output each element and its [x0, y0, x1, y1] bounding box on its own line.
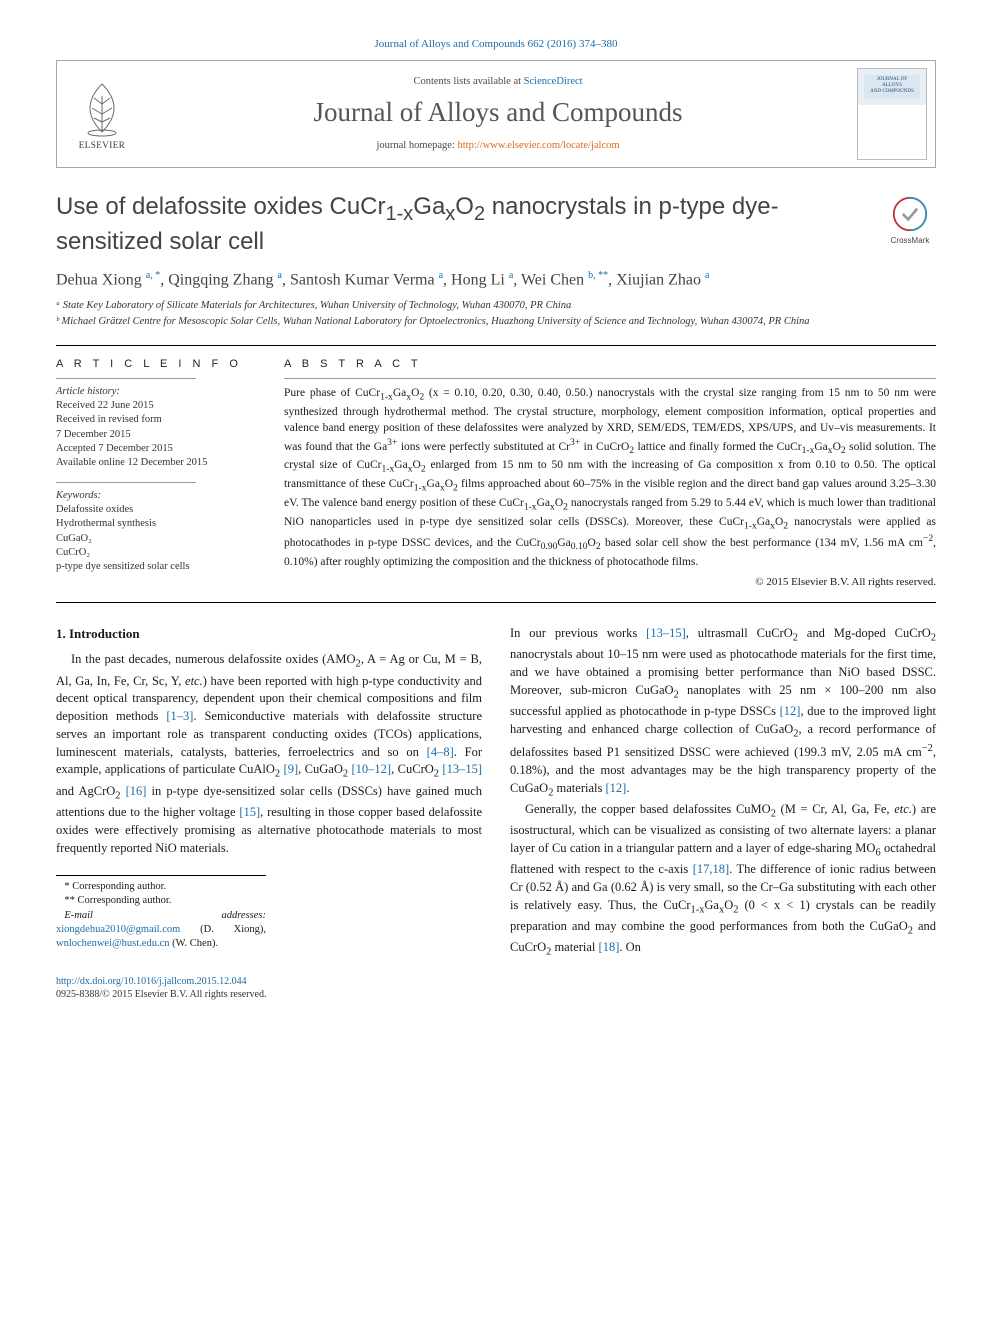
body-paragraph: Generally, the copper based delafossites… — [510, 801, 936, 961]
keyword: CuCrO₂ — [56, 546, 256, 560]
doi-link[interactable]: http://dx.doi.org/10.1016/j.jallcom.2015… — [56, 976, 247, 987]
crossmark-badge[interactable]: CrossMark — [884, 196, 936, 245]
keyword: Delafossite oxides — [56, 503, 256, 517]
abstract-heading: A B S T R A C T — [284, 358, 936, 370]
footnote: * Corresponding author. — [56, 880, 266, 894]
abstract-text: Pure phase of CuCr1-xGaxO2 (x = 0.10, 0.… — [284, 385, 936, 570]
abstract-subrule — [284, 378, 936, 379]
journal-cover-thumbnail — [857, 68, 927, 160]
email-link[interactable]: wnlochenwei@hust.edu.cn — [56, 938, 169, 949]
footnote: ** Corresponding author. — [56, 894, 266, 908]
affiliation-b: ᵇ Michael Grätzel Centre for Mesoscopic … — [56, 315, 936, 329]
elsevier-wordmark: ELSEVIER — [79, 140, 126, 150]
horizontal-rule — [56, 345, 936, 346]
history-line: 7 December 2015 — [56, 428, 256, 442]
abstract-column: A B S T R A C T Pure phase of CuCr1-xGax… — [284, 358, 936, 588]
emails-label: E-mail addresses: — [64, 910, 266, 921]
email-link[interactable]: xiongdehua2010@gmail.com — [56, 924, 180, 935]
crossmark-label: CrossMark — [884, 236, 936, 245]
sciencedirect-link[interactable]: ScienceDirect — [524, 76, 583, 87]
article-body: 1. Introduction In the past decades, num… — [56, 625, 936, 961]
homepage-prefix: journal homepage: — [376, 140, 457, 151]
journal-homepage-link[interactable]: http://www.elsevier.com/locate/jalcom — [458, 140, 620, 151]
authors-line: Dehua Xiong a, *, Qingqing Zhang a, Sant… — [56, 269, 936, 291]
keywords-label: Keywords: — [56, 489, 256, 503]
affiliation-a: ᵃ State Key Laboratory of Silicate Mater… — [56, 299, 936, 313]
journal-header-box: ELSEVIER Contents lists available at Sci… — [56, 60, 936, 168]
contents-available-line: Contents lists available at ScienceDirec… — [151, 76, 845, 87]
keyword: p-type dye sensitized solar cells — [56, 560, 256, 574]
journal-homepage-line: journal homepage: http://www.elsevier.co… — [151, 140, 845, 151]
keyword: Hydrothermal synthesis — [56, 517, 256, 531]
section-heading: 1. Introduction — [56, 625, 482, 643]
article-title: Use of delafossite oxides CuCr1-xGaxO2 n… — [56, 192, 864, 257]
journal-name: Journal of Alloys and Compounds — [151, 97, 845, 128]
keyword: CuGaO₂ — [56, 532, 256, 546]
abstract-copyright: © 2015 Elsevier B.V. All rights reserved… — [284, 576, 936, 588]
crossmark-icon — [892, 196, 928, 232]
info-subrule — [56, 378, 196, 379]
email-name: (D. Xiong), — [200, 924, 266, 935]
footnotes-block: * Corresponding author. ** Corresponding… — [56, 875, 266, 951]
article-info-heading: A R T I C L E I N F O — [56, 358, 256, 370]
info-subrule — [56, 482, 196, 483]
horizontal-rule — [56, 602, 936, 603]
article-history-block: Article history: Received 22 June 2015 R… — [56, 385, 256, 470]
article-info-column: A R T I C L E I N F O Article history: R… — [56, 358, 256, 588]
history-line: Received 22 June 2015 — [56, 399, 256, 413]
history-line: Accepted 7 December 2015 — [56, 442, 256, 456]
history-line: Received in revised form — [56, 413, 256, 427]
keywords-block: Keywords: Delafossite oxides Hydrotherma… — [56, 489, 256, 574]
issn-copyright-line: 0925-8388/© 2015 Elsevier B.V. All right… — [56, 989, 266, 1000]
top-citation: Journal of Alloys and Compounds 662 (201… — [56, 38, 936, 50]
page-footer: http://dx.doi.org/10.1016/j.jallcom.2015… — [56, 975, 936, 1001]
body-paragraph: In our previous works [13–15], ultrasmal… — [510, 625, 936, 801]
history-label: Article history: — [56, 385, 256, 399]
footnote-emails: E-mail addresses: xiongdehua2010@gmail.c… — [56, 909, 266, 952]
email-name: (W. Chen). — [172, 938, 218, 949]
body-paragraph: In the past decades, numerous delafossit… — [56, 651, 482, 857]
elsevier-logo: ELSEVIER — [57, 61, 147, 167]
contents-prefix: Contents lists available at — [413, 76, 523, 87]
elsevier-tree-icon — [72, 78, 132, 138]
history-line: Available online 12 December 2015 — [56, 456, 256, 470]
